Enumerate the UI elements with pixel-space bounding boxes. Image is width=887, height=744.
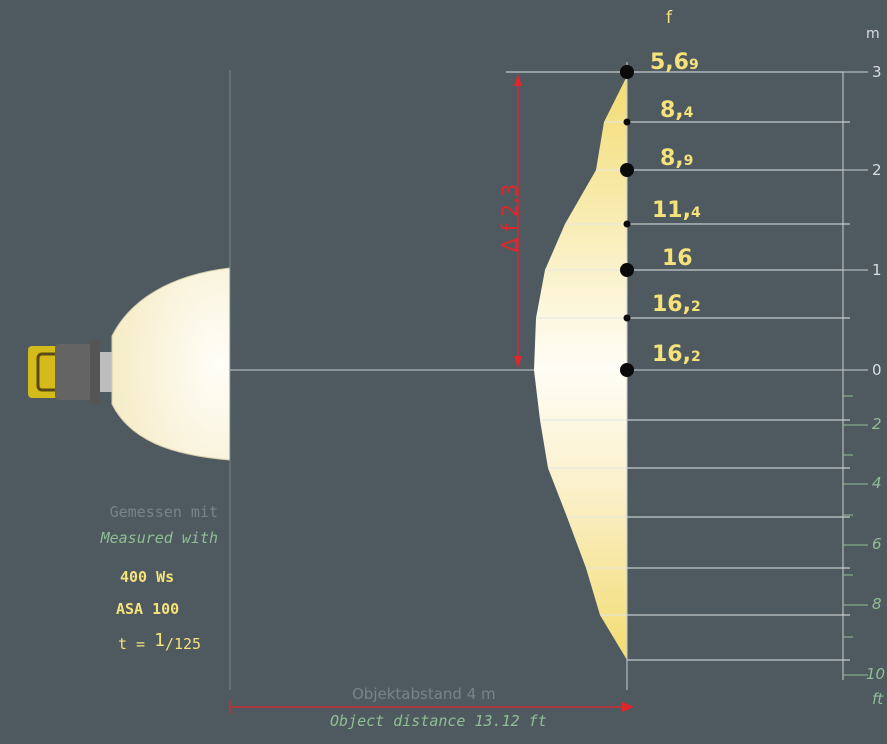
- f-value-2: 8,4: [660, 98, 694, 123]
- f-value-3: 8,9: [660, 146, 694, 171]
- object-distance-en: Object distance 13.12 ft: [330, 712, 547, 730]
- ft-tick-6: 6: [872, 535, 882, 553]
- f-value-6: 16,2: [652, 292, 701, 317]
- delta-f-label: Δ f 2,3: [498, 183, 522, 253]
- light-distribution-shape: [534, 76, 627, 660]
- grid-lines: [506, 71, 850, 661]
- f-value-1: 5,69: [650, 50, 699, 75]
- measured-with-de: Gemessen mit: [109, 503, 218, 521]
- delta-arrow: [514, 74, 522, 368]
- f-value-5: 16: [662, 246, 693, 271]
- flash-power: 400 Ws: [120, 568, 175, 586]
- m-tick-2: 2: [872, 161, 882, 179]
- measured-with-en: Measured with: [100, 529, 218, 547]
- m-tick-0: 0: [872, 361, 882, 379]
- f-value-7: 16,2: [652, 342, 701, 367]
- ft-unit-label: ft: [872, 690, 884, 708]
- m-tick-1: 1: [872, 261, 882, 279]
- film-speed: ASA 100: [116, 600, 180, 618]
- f-column-header: f: [666, 8, 672, 28]
- ft-tick-10: 10: [866, 665, 886, 683]
- ft-tick-8: 8: [872, 595, 882, 613]
- distance-arrow: [229, 700, 634, 714]
- ft-scale-ticks: [843, 395, 868, 676]
- measurement-dots: [620, 65, 634, 377]
- m-tick-3: 3: [872, 63, 882, 81]
- f-value-4: 11,4: [652, 198, 701, 223]
- ft-tick-2: 2: [872, 415, 882, 433]
- ft-tick-4: 4: [872, 474, 882, 492]
- lamp-beam-shape: [111, 267, 231, 461]
- m-unit-label: m: [866, 26, 880, 42]
- object-distance-de: Objektabstand 4 m: [352, 685, 496, 703]
- right-scale: [842, 71, 868, 680]
- shutter-time: t = 1/125: [118, 630, 202, 653]
